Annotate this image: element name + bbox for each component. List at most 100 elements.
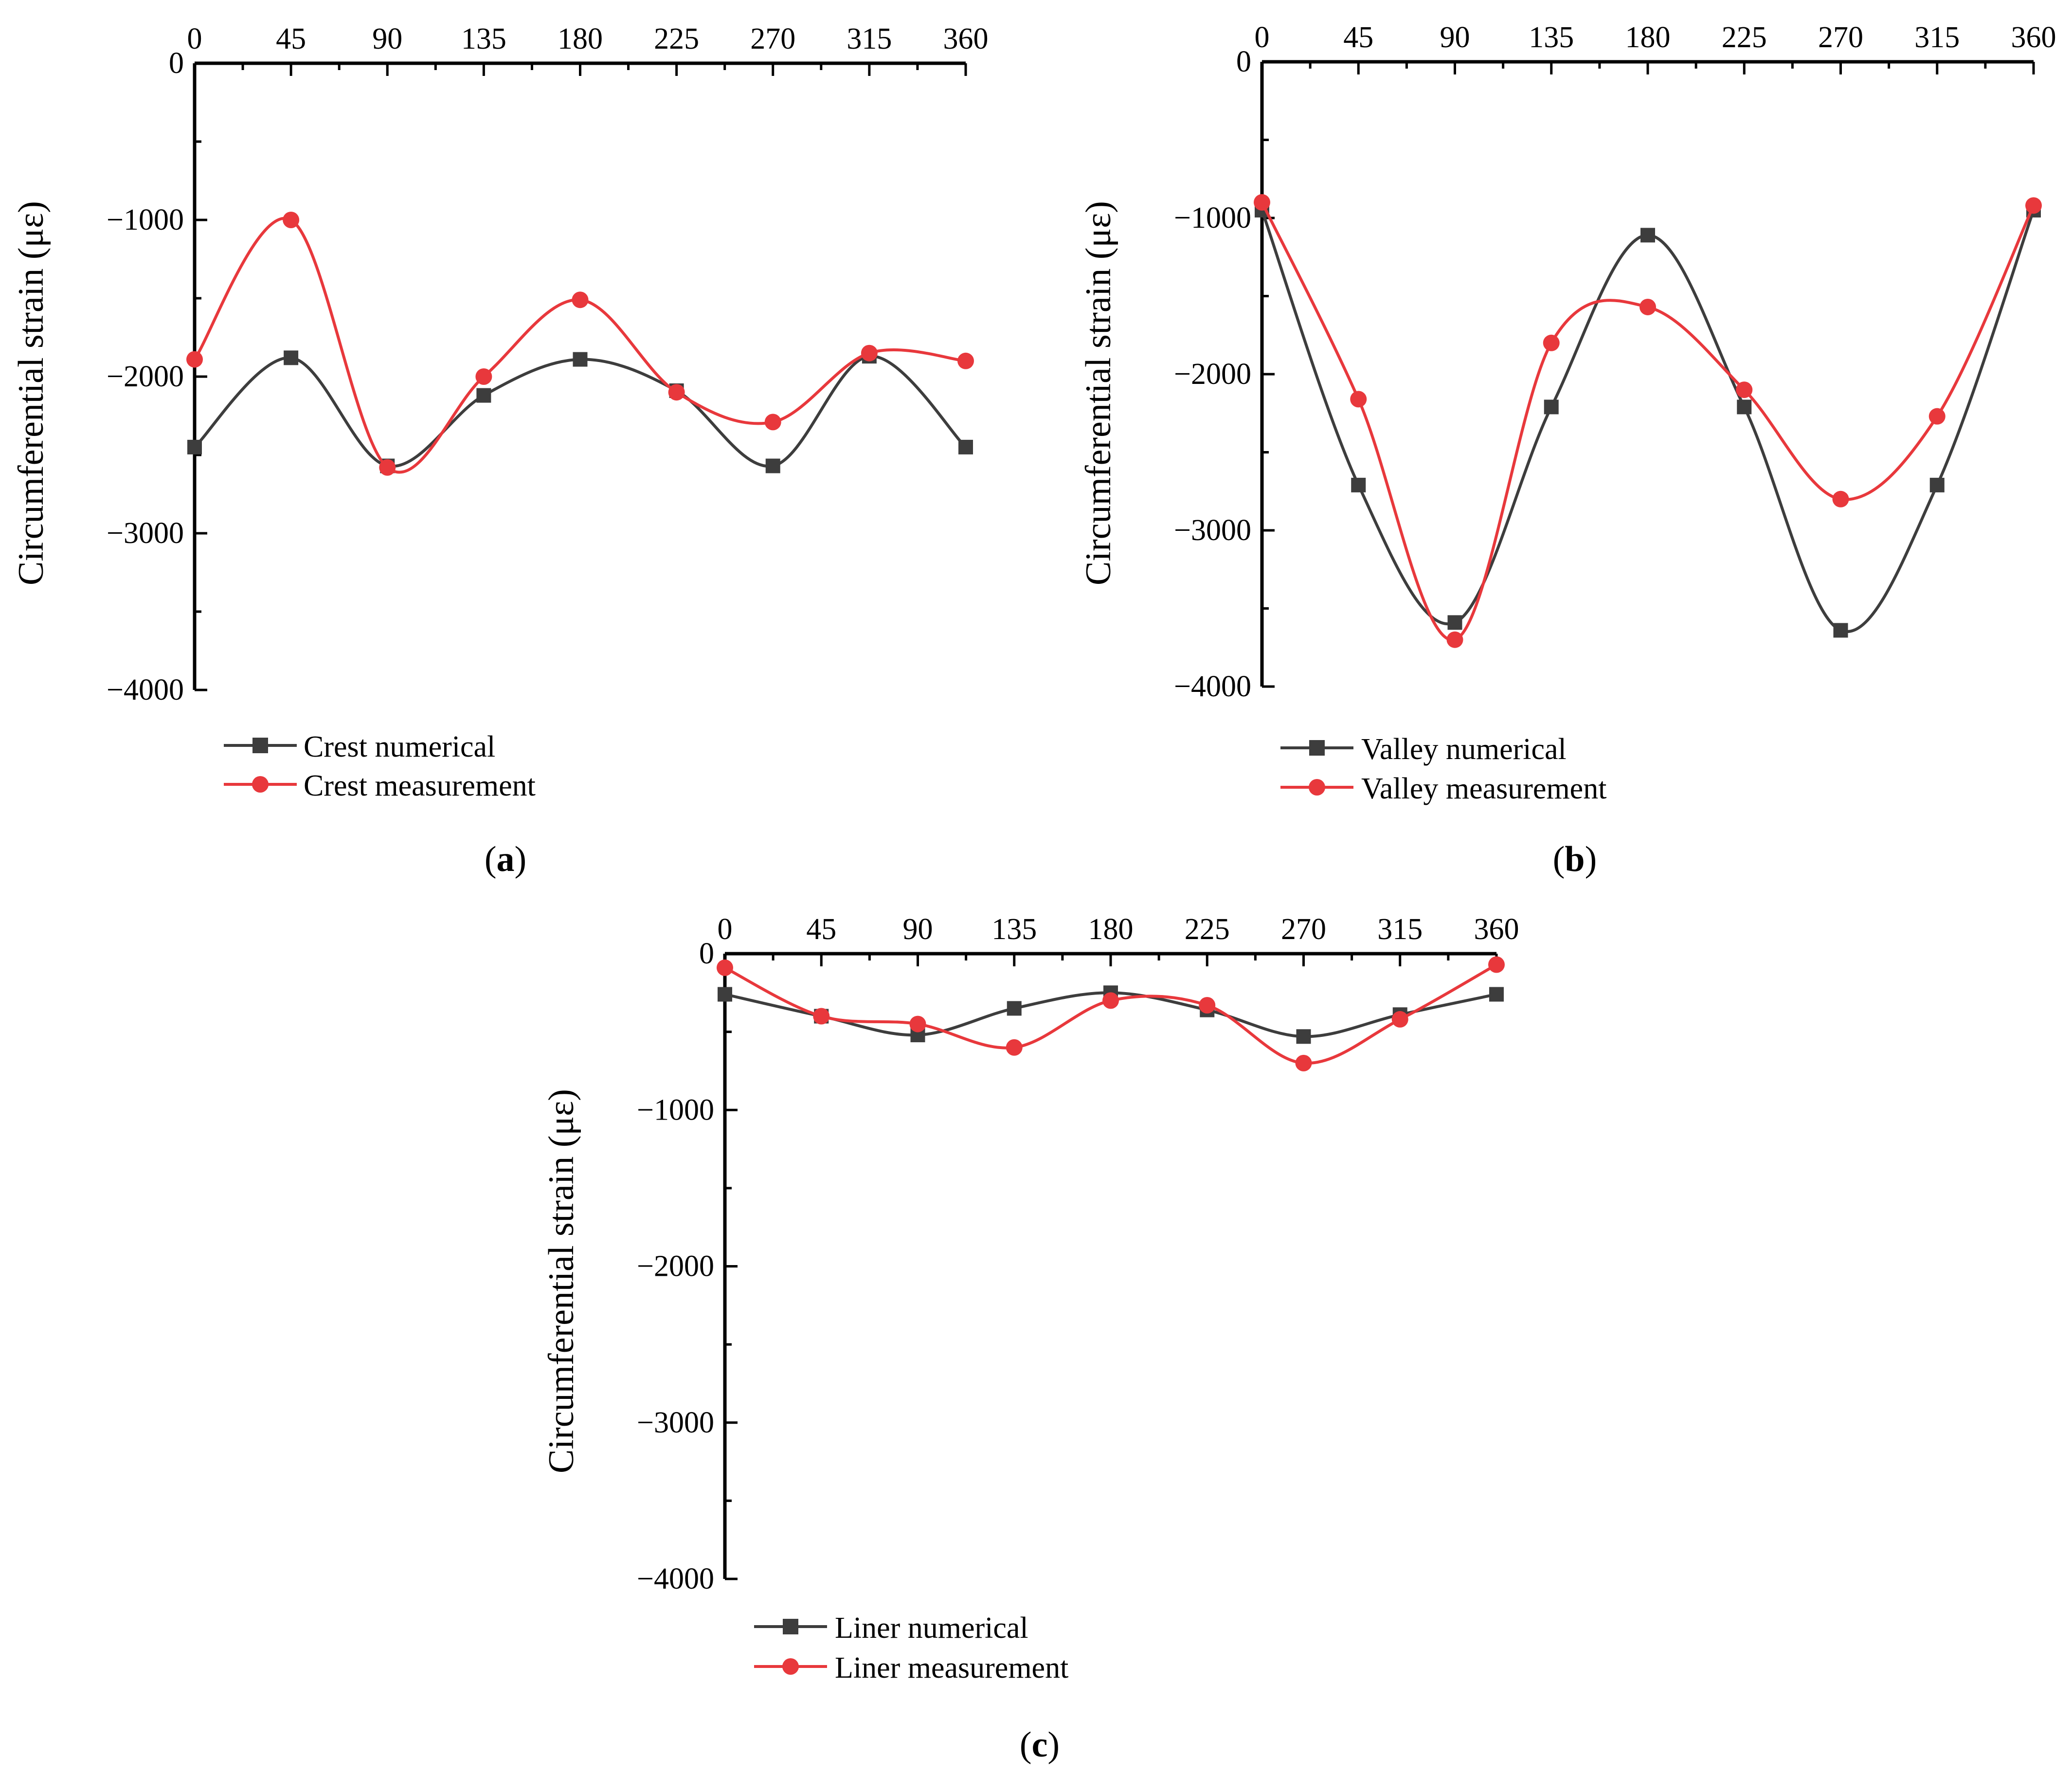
data-point-numerical: [958, 439, 973, 454]
data-point-numerical: [1296, 1029, 1311, 1044]
legend-label-c-numerical: Liner numerical: [835, 1612, 1028, 1645]
series-line-numerical: [1261, 209, 2035, 633]
data-point-measurement: [764, 414, 781, 431]
data-point-measurement: [1832, 490, 1849, 507]
data-point-measurement: [1488, 956, 1505, 973]
data-point-numerical: [1737, 399, 1752, 415]
panel-c-ylabel: Circumferential strain (με): [541, 1089, 581, 1473]
y-tick-label: −3000: [1174, 514, 1251, 547]
y-tick-label: −3000: [107, 517, 184, 550]
series-line-measurement: [724, 963, 1497, 1065]
data-point-measurement: [1928, 408, 1946, 425]
legend-label-a-numerical: Crest numerical: [304, 730, 495, 763]
data-point-measurement: [1446, 631, 1463, 648]
legend-label-b-numerical: Valley numerical: [1361, 733, 1567, 766]
panel-a-caption-letter: a: [497, 839, 515, 879]
x-tick-label: 135: [991, 913, 1037, 946]
data-point-numerical: [1007, 1001, 1022, 1016]
panel-b-legend: Valley numerical Valley measurement: [1280, 733, 1606, 805]
x-tick-label: 45: [1343, 21, 1373, 54]
x-tick-label: 0: [718, 913, 733, 946]
x-tick-label: 315: [1377, 913, 1423, 946]
legend-marker-c-numerical: [783, 1619, 798, 1634]
data-point-numerical: [1489, 987, 1504, 1002]
data-point-measurement: [813, 1008, 830, 1025]
x-tick-label: 270: [750, 22, 795, 55]
data-point-measurement: [572, 291, 589, 308]
y-tick-label: −2000: [1174, 358, 1251, 391]
x-tick-label: 225: [1722, 21, 1767, 54]
panel-c-legend: Liner numerical Liner measurement: [754, 1612, 1068, 1684]
data-point-measurement: [283, 212, 300, 228]
panel-a-caption: (a): [485, 839, 526, 879]
panel-a: 0 45 90 135 180 225 270 315 360 0 −1000 −2000 −3000 −…: [11, 22, 989, 879]
legend-label-b-measurement: Valley measurement: [1361, 772, 1606, 805]
data-point-measurement: [1102, 992, 1119, 1009]
data-point-numerical: [1640, 228, 1655, 243]
data-point-measurement: [1254, 194, 1270, 211]
y-tick-label: 0: [169, 47, 184, 80]
y-tick-label: −4000: [107, 673, 184, 706]
y-tick-label: −2000: [107, 360, 184, 393]
data-point-measurement: [668, 384, 685, 401]
data-point-measurement: [379, 459, 396, 476]
series-line-measurement: [1261, 201, 2035, 642]
x-tick-label: 360: [1474, 913, 1519, 946]
data-point-measurement: [2025, 197, 2042, 214]
data-point-numerical: [476, 388, 491, 403]
legend-marker-a-measurement: [252, 776, 269, 793]
x-tick-label: 90: [372, 22, 402, 55]
x-tick-label: 225: [1185, 913, 1230, 946]
x-tick-label: 180: [1625, 21, 1671, 54]
data-point-measurement: [909, 1015, 926, 1032]
legend-marker-b-measurement: [1309, 779, 1325, 796]
data-point-numerical: [187, 439, 202, 454]
data-point-measurement: [717, 959, 733, 976]
panel-c-caption-letter: c: [1032, 1725, 1048, 1765]
data-point-measurement: [186, 351, 203, 368]
legend-label-a-measurement: Crest measurement: [304, 769, 536, 802]
legend-marker-b-numerical: [1309, 740, 1325, 756]
x-tick-label: 0: [187, 22, 202, 55]
y-tick-label: −1000: [637, 1093, 714, 1126]
y-tick-label: −4000: [1174, 670, 1251, 703]
data-point-measurement: [475, 368, 492, 385]
y-tick-label: 0: [1236, 45, 1251, 78]
panel-c: 0 45 90 135 180 225 270 315 360 0 −1000 −2000 −3000 −…: [541, 913, 1519, 1765]
panel-b: 0 45 90 135 180 225 270 315 360 0 −1000 −2000 −3000 −…: [1079, 21, 2056, 879]
x-tick-label: 45: [806, 913, 836, 946]
panel-a-legend: Crest numerical Crest measurement: [224, 730, 536, 802]
legend-marker-a-numerical: [252, 738, 268, 753]
data-point-numerical: [1447, 615, 1462, 630]
y-tick-label: −4000: [637, 1562, 714, 1595]
data-point-numerical: [284, 350, 299, 365]
y-tick-label: 0: [699, 937, 714, 970]
data-point-numerical: [1544, 399, 1559, 415]
data-point-numerical: [1351, 477, 1366, 492]
panel-a-ylabel: Circumferential strain (με): [11, 201, 51, 585]
series-line-measurement: [193, 217, 966, 474]
data-point-measurement: [1640, 298, 1656, 315]
data-point-measurement: [1543, 334, 1560, 351]
panel-b-caption: (b): [1553, 839, 1597, 879]
x-tick-label: 180: [1088, 913, 1134, 946]
data-point-measurement: [1350, 391, 1367, 408]
x-tick-label: 90: [903, 913, 933, 946]
series-line-numerical: [193, 355, 967, 468]
data-point-numerical: [718, 987, 732, 1002]
data-point-measurement: [1391, 1011, 1408, 1028]
panel-c-caption: (c): [1020, 1725, 1060, 1765]
data-point-measurement: [1736, 381, 1753, 398]
x-tick-label: 270: [1281, 913, 1326, 946]
data-point-measurement: [1295, 1054, 1312, 1071]
panel-a-plot: 0 45 90 135 180 225 270 315 360 0 −1000 −2000 −3000 −…: [107, 22, 988, 706]
x-tick-label: 180: [558, 22, 603, 55]
y-tick-label: −3000: [637, 1406, 714, 1439]
data-point-measurement: [1006, 1039, 1023, 1056]
x-tick-label: 360: [2011, 21, 2056, 54]
y-tick-label: −2000: [637, 1250, 714, 1283]
panel-c-plot: 0 45 90 135 180 225 270 315 360 0 −1000 −2000 −3000 −…: [637, 913, 1519, 1595]
x-tick-label: 0: [1255, 21, 1270, 54]
x-tick-label: 360: [943, 22, 989, 55]
